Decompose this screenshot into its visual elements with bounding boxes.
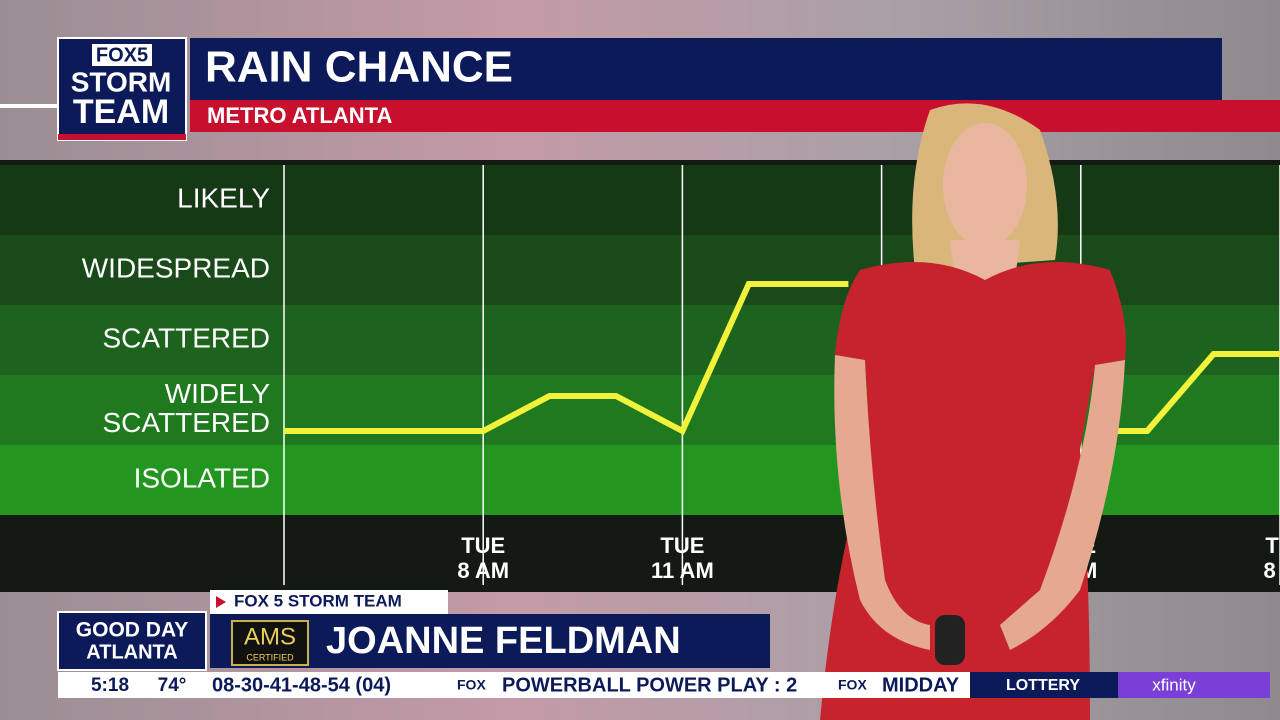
x-tick-label: TU <box>1265 533 1280 558</box>
presenter <box>820 103 1126 720</box>
ticker-text: POWERBALL POWER PLAY : 2 <box>502 674 797 696</box>
show-logo-box <box>57 611 207 671</box>
logo-text: STORM <box>71 66 172 97</box>
sponsor-box <box>1118 672 1270 698</box>
ticker-text: MIDDAY <box>882 674 960 696</box>
clock: 5:18 <box>91 675 129 696</box>
show-logo: ATLANTA <box>86 641 177 663</box>
sponsor: xfinity <box>1152 675 1196 694</box>
x-tick-label: 8 AM <box>457 558 509 583</box>
subtitle: METRO ATLANTA <box>207 103 392 128</box>
rain-chance-line <box>284 281 1280 436</box>
logo-text: TEAM <box>73 93 169 131</box>
ams-text: CERTIFIED <box>246 652 294 662</box>
logo-fox-box <box>92 44 152 66</box>
presenter-name: JOANNE FELDMAN <box>326 620 681 662</box>
subtitle-bar <box>190 100 1280 132</box>
ticker-text: FOX <box>838 677 867 693</box>
y-tick-label: SCATTERED <box>103 407 271 438</box>
temperature: 74° <box>158 675 187 696</box>
ticker-bar <box>210 672 970 698</box>
y-tick-label: SCATTERED <box>103 322 271 353</box>
ticker-text: 08-30-41-48-54 (04) <box>212 674 391 696</box>
title-bar <box>190 38 1222 100</box>
x-tick-label: 11 AM <box>651 558 714 583</box>
level-band <box>0 165 1280 235</box>
tag: FOX 5 STORM TEAM <box>234 591 402 610</box>
y-tick-label: WIDESPREAD <box>82 252 270 283</box>
clock-box <box>58 672 210 698</box>
title: RAIN CHANCE <box>205 43 513 92</box>
y-tick-label: ISOLATED <box>134 462 270 493</box>
lottery-box <box>970 672 1118 698</box>
x-tick-label: 8 P <box>1263 558 1280 583</box>
tag-arrow <box>216 596 226 608</box>
y-tick-label: WIDELY <box>165 378 271 409</box>
x-tick-label: TUE <box>461 533 505 558</box>
lottery-label: LOTTERY <box>1006 677 1080 694</box>
x-tick-label: TUE <box>660 533 704 558</box>
logo-text: FOX5 <box>96 44 148 66</box>
tag-box <box>210 590 448 614</box>
ticker-text: FOX <box>457 677 486 693</box>
y-tick-label: LIKELY <box>177 182 270 213</box>
show-logo: GOOD DAY <box>76 619 188 642</box>
banner-rule <box>0 104 60 108</box>
ams-text: AMS <box>244 623 296 650</box>
ams-badge <box>231 620 309 666</box>
logo-accent <box>58 134 186 140</box>
